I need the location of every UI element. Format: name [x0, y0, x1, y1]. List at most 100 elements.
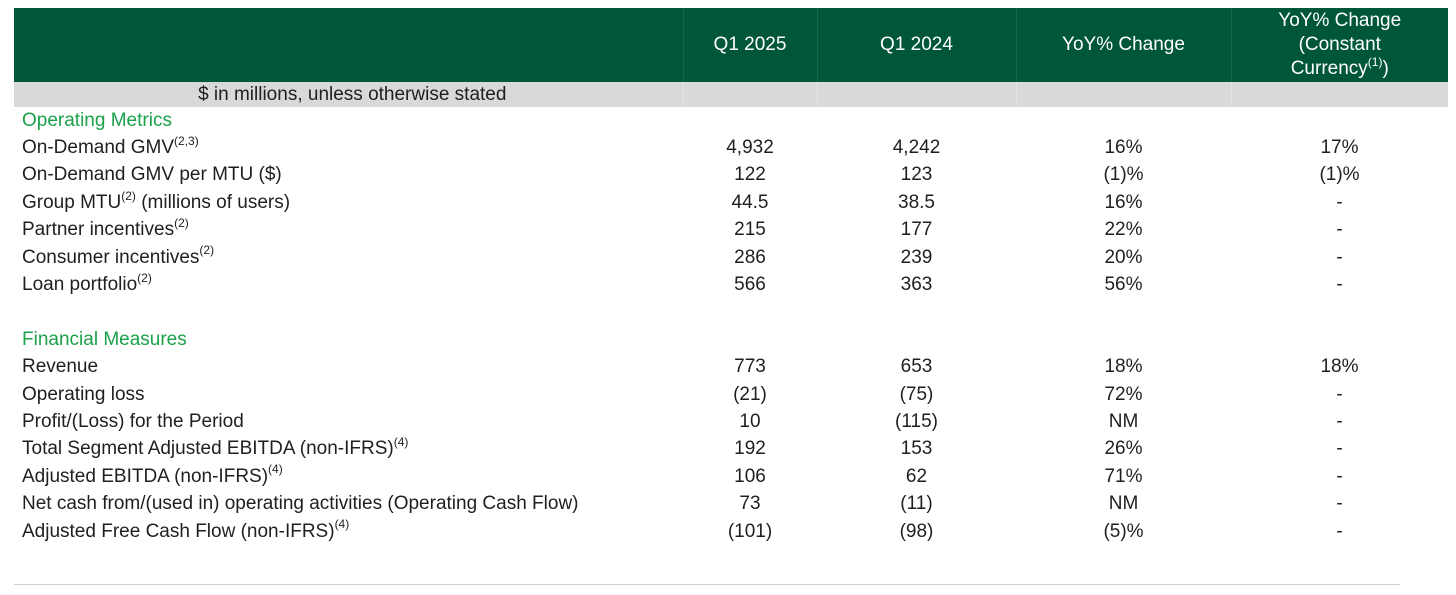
- table-row: Revenue 773 653 18% 18%: [14, 354, 1448, 381]
- value-q1-2024: 62: [905, 465, 928, 487]
- value-q1-2024: 38.5: [898, 191, 935, 213]
- header-cc-footnote: (1): [1367, 54, 1383, 69]
- table-row: Total Segment Adjusted EBITDA (non-IFRS)…: [14, 436, 1448, 463]
- financial-summary-table: Q1 2025 Q1 2024 YoY% Change YoY% Change …: [14, 8, 1448, 545]
- row-label: On-Demand GMV per MTU ($): [14, 162, 683, 189]
- table-row: On-Demand GMV(2,3) 4,932 4,242 16% 17%: [14, 134, 1448, 161]
- row-footnote: (2): [137, 270, 152, 285]
- value-yoy-change: NM: [1108, 493, 1139, 515]
- row-label-text: On-Demand GMV per MTU ($): [22, 164, 282, 186]
- row-label: Partner incentives(2): [14, 217, 683, 244]
- value-q1-2024: 363: [900, 274, 933, 296]
- value-q1-2024: (98): [899, 520, 934, 542]
- row-label: On-Demand GMV(2,3): [14, 134, 683, 161]
- row-label-text: Adjusted EBITDA (non-IFRS): [22, 465, 269, 487]
- value-yoy-constant-currency: -: [1336, 383, 1343, 405]
- row-label-text: Net cash from/(used in) operating activi…: [22, 493, 579, 515]
- section-title-row: Financial Measures: [14, 326, 1448, 353]
- value-yoy-constant-currency: -: [1336, 493, 1343, 515]
- table-row: Group MTU(2) (millions of users) 44.5 38.5…: [14, 189, 1448, 216]
- table-row: Partner incentives(2) 215 177 22% -: [14, 217, 1448, 244]
- value-q1-2024: (115): [895, 410, 938, 432]
- row-label-text: Consumer incentives: [22, 246, 200, 268]
- row-label-text: Revenue: [22, 356, 99, 378]
- header-cc-line1: YoY% Change: [1278, 10, 1402, 31]
- row-footnote: (2): [174, 215, 189, 230]
- row-footnote: (2): [199, 243, 215, 258]
- table-row: Adjusted Free Cash Flow (non-IFRS)(4) (10…: [14, 518, 1448, 545]
- row-label: Group MTU(2) (millions of users): [14, 189, 683, 216]
- value-yoy-constant-currency: -: [1336, 219, 1343, 241]
- header-yoy-constant-currency: YoY% Change (Constant Currency(1)): [1230, 8, 1448, 82]
- value-q1-2025: 10: [739, 410, 761, 432]
- row-label-text: Adjusted Free Cash Flow (non-IFRS): [22, 520, 335, 542]
- row-footnote: (2,3): [174, 133, 199, 148]
- value-yoy-constant-currency: -: [1336, 274, 1343, 296]
- value-q1-2024: (11): [900, 493, 933, 515]
- value-q1-2025: (101): [727, 520, 773, 542]
- value-q1-2024: 4,242: [892, 137, 941, 159]
- value-q1-2025: 122: [734, 164, 766, 186]
- value-yoy-change: 71%: [1104, 465, 1143, 487]
- value-yoy-change: (5)%: [1103, 520, 1144, 542]
- row-label: Operating loss: [14, 381, 683, 408]
- value-q1-2025: (21): [733, 383, 767, 405]
- table-row: Net cash from/(used in) operating activi…: [14, 490, 1448, 517]
- row-label-text: Group MTU: [22, 191, 122, 213]
- value-q1-2024: 123: [900, 164, 933, 186]
- header-cc-close: ): [1382, 58, 1389, 79]
- value-yoy-change: 22%: [1104, 219, 1143, 241]
- value-q1-2025: 566: [734, 274, 766, 296]
- value-q1-2025: 4,932: [726, 137, 774, 159]
- value-yoy-change: 20%: [1104, 246, 1143, 268]
- row-label: Consumer incentives(2): [14, 244, 683, 271]
- section-title-row: Operating Metrics: [14, 107, 1448, 134]
- units-row: $ in millions, unless otherwise stated: [14, 82, 1448, 107]
- row-footnote: (4): [393, 435, 409, 450]
- value-q1-2024: 653: [900, 356, 933, 378]
- value-yoy-change: (1)%: [1103, 164, 1144, 186]
- header-q1-2024: Q1 2024: [816, 8, 1016, 82]
- value-yoy-constant-currency: -: [1336, 246, 1343, 268]
- value-yoy-constant-currency: (1)%: [1319, 164, 1360, 186]
- value-q1-2024: 153: [900, 438, 933, 460]
- row-label-text: On-Demand GMV: [22, 137, 175, 159]
- table-row: Adjusted EBITDA (non-IFRS)(4) 106 62 71% -: [14, 463, 1448, 490]
- row-label: Loan portfolio(2): [14, 271, 683, 298]
- header-q1-2025: Q1 2025: [682, 8, 817, 82]
- row-label-text: Total Segment Adjusted EBITDA (non-IFRS): [22, 438, 394, 460]
- value-yoy-constant-currency: -: [1336, 438, 1343, 460]
- row-label: Profit/(Loss) for the Period: [14, 408, 683, 435]
- value-q1-2025: 73: [739, 493, 761, 515]
- value-yoy-change: 16%: [1104, 137, 1143, 159]
- value-yoy-constant-currency: -: [1336, 191, 1343, 213]
- section-title: Financial Measures: [22, 328, 187, 350]
- row-label-text: Profit/(Loss) for the Period: [22, 410, 244, 432]
- row-label-text: Partner incentives: [22, 219, 175, 241]
- row-label: Adjusted Free Cash Flow (non-IFRS)(4): [14, 518, 683, 545]
- value-q1-2025: 192: [734, 438, 766, 460]
- table-row: Profit/(Loss) for the Period 10 (115) NM -: [14, 408, 1448, 435]
- value-q1-2024: 239: [900, 246, 933, 268]
- row-label-text: Loan portfolio: [22, 274, 138, 296]
- value-q1-2025: 773: [734, 356, 766, 378]
- header-blank: [14, 8, 683, 82]
- row-footnote: (4): [334, 517, 350, 532]
- section-title: Operating Metrics: [22, 109, 172, 131]
- row-label-suffix: (millions of users): [135, 191, 291, 213]
- value-yoy-constant-currency: -: [1336, 410, 1343, 432]
- row-footnote: (2): [121, 188, 136, 203]
- value-q1-2025: 215: [734, 219, 766, 241]
- value-yoy-constant-currency: -: [1336, 520, 1343, 542]
- value-q1-2025: 44.5: [731, 191, 769, 213]
- value-q1-2025: 106: [734, 465, 766, 487]
- value-q1-2024: 177: [900, 219, 933, 241]
- header-row: Q1 2025 Q1 2024 YoY% Change YoY% Change …: [14, 8, 1448, 82]
- value-yoy-change: 72%: [1104, 383, 1143, 405]
- units-note: $ in millions, unless otherwise stated: [14, 82, 683, 107]
- value-yoy-constant-currency: 18%: [1320, 356, 1359, 378]
- row-label-text: Operating loss: [22, 383, 145, 405]
- row-label: Revenue: [14, 354, 683, 381]
- header-cc-line3: Currency: [1290, 58, 1368, 79]
- row-footnote: (4): [268, 462, 283, 477]
